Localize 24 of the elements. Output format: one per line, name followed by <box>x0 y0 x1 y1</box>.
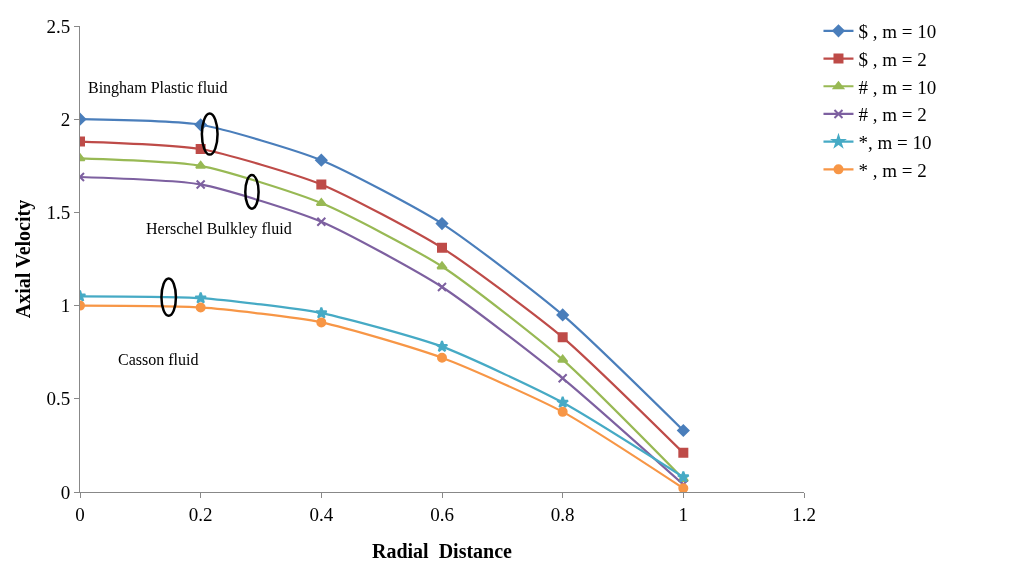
y-tick-label: 2.5 <box>46 15 71 37</box>
y-tick-label: 1 <box>60 295 71 317</box>
x-tick-label: 0.2 <box>188 503 213 525</box>
annotation: Bingham Plastic fluid <box>88 79 228 97</box>
y-tick-label: 2 <box>60 108 71 130</box>
x-axis-title: Radial Distance <box>372 540 513 562</box>
legend-label: $ , m = 2 <box>858 48 927 70</box>
legend-label: * , m = 2 <box>858 159 927 181</box>
y-tick-label: 1.5 <box>46 202 71 224</box>
legend-label: *, m = 10 <box>858 132 932 154</box>
annotation: Herschel Bulkley fluid <box>146 220 292 238</box>
legend-label: # , m = 10 <box>858 76 937 98</box>
x-tick-label: 0.4 <box>309 503 334 525</box>
x-tick-label: 0.6 <box>430 503 454 525</box>
legend-label: $ , m = 10 <box>858 21 937 43</box>
legend-label: # , m = 2 <box>858 104 927 126</box>
x-tick-label: 1 <box>678 503 689 525</box>
x-tick-label: 1.2 <box>792 503 816 525</box>
y-tick-label: 0 <box>60 481 71 503</box>
y-axis-title: Axial Velocity <box>12 199 35 319</box>
x-tick-label: 0 <box>75 503 85 525</box>
annotation: Casson fluid <box>118 351 199 368</box>
x-tick-label: 0.8 <box>550 503 575 525</box>
y-tick-label: 0.5 <box>46 388 71 410</box>
